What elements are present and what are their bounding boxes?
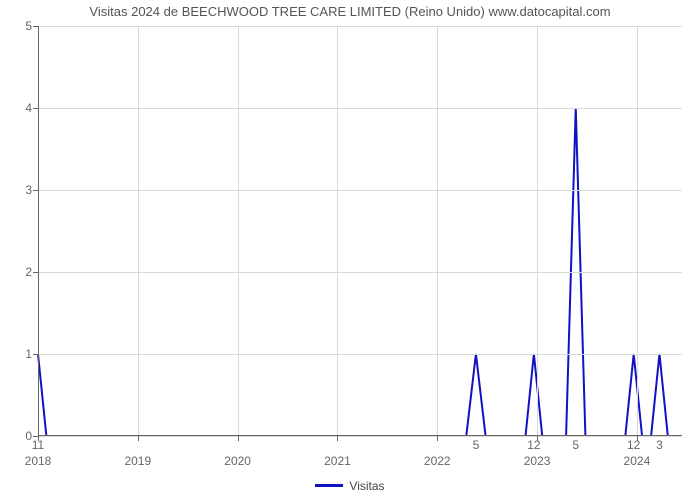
xtick-month-label: 12 <box>527 438 540 452</box>
xtick-month-label: 11 <box>32 438 44 452</box>
xtick-year-label: 2023 <box>524 454 551 468</box>
xtick-year-label: 2021 <box>324 454 351 468</box>
ytick-label: 2 <box>25 265 32 279</box>
xtick-year-label: 2022 <box>424 454 451 468</box>
legend: Visitas <box>0 478 700 493</box>
xtick-mark <box>337 436 338 441</box>
chart-title: Visitas 2024 de BEECHWOOD TREE CARE LIMI… <box>0 4 700 19</box>
gridline-h <box>38 436 682 437</box>
xtick-mark <box>437 436 438 441</box>
gridline-h <box>38 190 682 191</box>
gridline-v <box>437 26 438 436</box>
gridline-h <box>38 26 682 27</box>
xtick-month-label: 12 <box>627 438 640 452</box>
gridline-h <box>38 272 682 273</box>
xtick-year-label: 2019 <box>124 454 151 468</box>
xtick-mark <box>238 436 239 441</box>
xtick-month-label: 3 <box>656 438 663 452</box>
line-series <box>38 26 682 436</box>
xtick-mark <box>138 436 139 441</box>
legend-label: Visitas <box>349 479 384 493</box>
gridline-h <box>38 354 682 355</box>
gridline-v <box>537 26 538 436</box>
xtick-month-label: 5 <box>572 438 579 452</box>
gridline-v <box>337 26 338 436</box>
ytick-label: 3 <box>25 183 32 197</box>
xtick-month-label: 5 <box>473 438 480 452</box>
legend-swatch <box>315 484 343 487</box>
xtick-year-label: 2018 <box>25 454 52 468</box>
ytick-label: 4 <box>25 101 32 115</box>
gridline-v <box>138 26 139 436</box>
xtick-year-label: 2020 <box>224 454 251 468</box>
gridline-v <box>637 26 638 436</box>
ytick-label: 1 <box>25 347 32 361</box>
chart-container: Visitas 2024 de BEECHWOOD TREE CARE LIMI… <box>0 0 700 500</box>
x-axis-line <box>38 435 682 436</box>
ytick-label: 5 <box>25 19 32 33</box>
xtick-year-label: 2024 <box>624 454 651 468</box>
plot-area: 0123452018201920202021202220232024115125… <box>38 26 682 436</box>
y-axis-line <box>38 26 39 436</box>
gridline-v <box>238 26 239 436</box>
gridline-h <box>38 108 682 109</box>
